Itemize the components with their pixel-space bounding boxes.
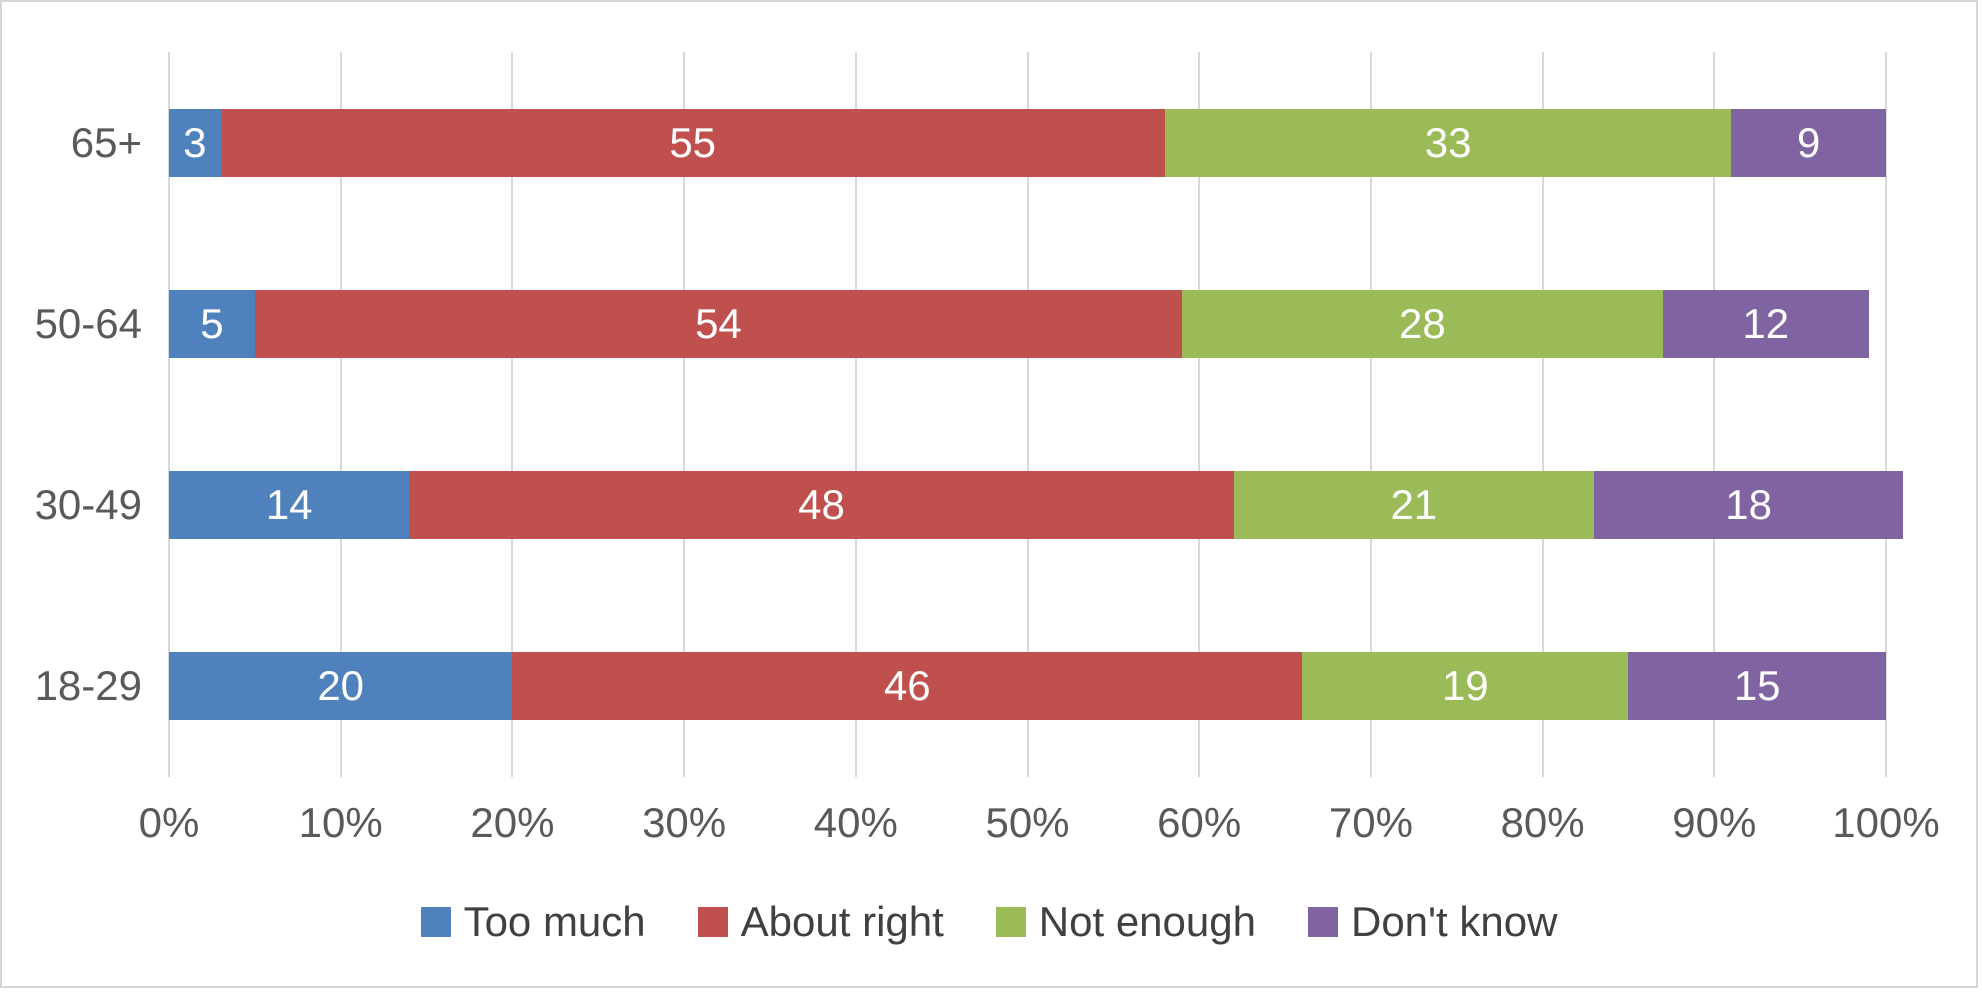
legend-item-don-t-know: Don't know (1307, 898, 1558, 946)
stacked-bar: 14 48 21 18 (169, 471, 1904, 539)
data-label: 54 (695, 299, 742, 347)
x-axis-tick-label: 100% (1832, 799, 1940, 846)
x-axis-tick-label: 80% (1500, 799, 1585, 846)
gridline (1198, 52, 1201, 777)
stacked-bar: 3 55 33 9 (169, 108, 1886, 177)
bar-segment-don-t-know: 9 (1731, 108, 1886, 177)
bar-segment-don-t-know: 18 (1594, 471, 1904, 539)
legend-label: Not enough (1038, 898, 1256, 945)
data-label: 9 (1797, 118, 1821, 166)
gridline (1885, 52, 1887, 777)
y-axis-category-labels: 65+ 50-64 30-49 18-29 (2, 52, 142, 777)
data-label: 19 (1441, 662, 1489, 710)
x-axis: 0% 10% 20% 30% 40% 50% 60% 70% 80% 90% 100% (139, 799, 1940, 859)
data-label: 14 (265, 481, 313, 528)
legend-label: Don't know (1350, 898, 1558, 945)
bar-segment-about-right: 55 (220, 108, 1165, 177)
bar-segment-not-enough: 19 (1302, 652, 1629, 721)
x-axis-tick-label: 10% (298, 799, 383, 846)
gridline (854, 52, 857, 777)
bar-row: 3 55 33 9 (169, 52, 1886, 233)
bar-row: 14 48 21 18 (169, 415, 1904, 596)
gridline (1369, 52, 1372, 777)
bar-segment-not-enough: 21 (1233, 471, 1595, 539)
bar-segment-too-much: 14 (169, 471, 410, 539)
x-axis-tick-label: 70% (1328, 799, 1413, 846)
legend-swatch (420, 907, 451, 937)
gridline (511, 52, 514, 777)
gridline (683, 52, 686, 777)
bar-segment-not-enough: 28 (1182, 289, 1663, 358)
legend-swatch (1307, 907, 1338, 937)
gridline (1541, 52, 1544, 777)
gridline (339, 52, 342, 777)
gridline (168, 52, 170, 777)
bar-segment-don-t-know: 12 (1662, 289, 1869, 358)
bar-segment-not-enough: 33 (1164, 108, 1732, 177)
data-label: 33 (1424, 118, 1472, 166)
bar-segment-don-t-know: 15 (1628, 652, 1886, 721)
data-label: 15 (1733, 662, 1781, 710)
bar-segment-too-much: 3 (169, 108, 221, 177)
bar-segment-about-right: 48 (409, 471, 1234, 539)
data-label: 5 (200, 299, 224, 347)
x-axis-tick-label: 60% (1157, 799, 1242, 846)
stacked-bar: 20 46 19 15 (169, 652, 1886, 721)
legend-item-about-right: About right (697, 898, 944, 946)
bar-segment-too-much: 5 (169, 289, 255, 358)
x-axis-tick-label: 40% (813, 799, 898, 846)
legend: Too much About right Not enough Don't know (2, 898, 1976, 946)
x-axis-tick-label: 20% (470, 799, 555, 846)
bar-segment-about-right: 54 (254, 289, 1183, 358)
x-axis-tick-label: 0% (138, 799, 200, 846)
bar-row: 20 46 19 15 (169, 596, 1886, 777)
data-label: 12 (1742, 299, 1790, 347)
stacked-bar: 5 54 28 12 (169, 289, 1886, 358)
legend-item-not-enough: Not enough (995, 898, 1256, 946)
bar-segment-too-much: 20 (169, 652, 513, 721)
category-label: 18-29 (34, 662, 142, 710)
legend-swatch (995, 907, 1026, 937)
data-label: 55 (669, 118, 717, 166)
x-axis-tick-label: 30% (642, 799, 727, 846)
data-label: 48 (798, 481, 845, 528)
legend-item-too-much: Too much (420, 898, 646, 946)
data-label: 46 (883, 662, 931, 710)
legend-label: Too much (463, 898, 646, 945)
legend-swatch (697, 907, 728, 937)
plot-area: 3 55 33 9 5 54 28 12 14 48 21 18 20 46 19 15 (168, 52, 1904, 777)
bar-row: 5 54 28 12 (169, 233, 1886, 414)
bar-segment-about-right: 46 (512, 652, 1303, 721)
x-axis-tick-label: 50% (985, 799, 1070, 846)
data-label: 18 (1725, 481, 1772, 528)
gridline (1026, 52, 1029, 777)
data-label: 20 (317, 662, 365, 710)
category-label: 65+ (70, 118, 142, 166)
category-label: 30-49 (34, 481, 142, 528)
data-label: 21 (1390, 481, 1438, 528)
data-label: 28 (1399, 299, 1446, 347)
x-axis-tick-label: 90% (1672, 799, 1757, 846)
bar-rows: 3 55 33 9 5 54 28 12 14 48 21 18 20 46 19 15 (169, 52, 1904, 777)
category-label: 50-64 (34, 299, 142, 347)
legend-label: About right (740, 898, 944, 945)
data-label: 3 (183, 118, 207, 166)
gridline (1713, 52, 1716, 777)
